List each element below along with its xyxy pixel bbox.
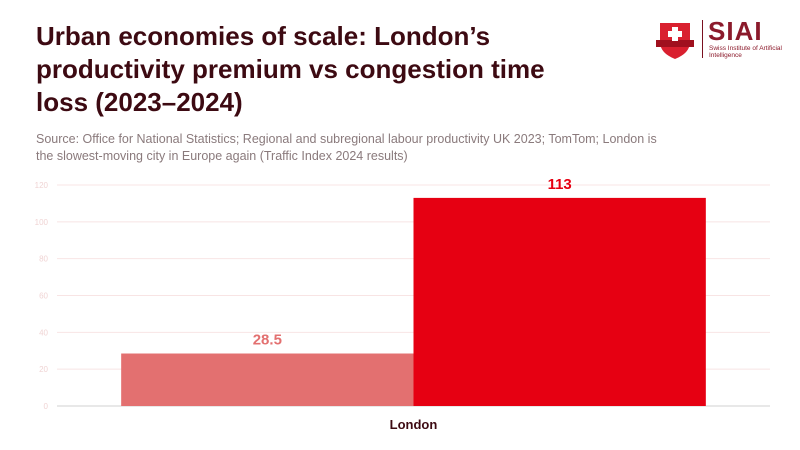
logo-brand: SIAI (708, 16, 763, 46)
y-tick-label: 40 (39, 328, 48, 337)
bars (121, 197, 706, 406)
x-tick-label: London (390, 417, 438, 432)
bar-productivity-premium (121, 353, 414, 406)
chart-title: Urban economies of scale: London’s produ… (36, 21, 545, 117)
shield-cross-icon (656, 23, 694, 59)
data-labels: 28.5 113 (253, 176, 572, 349)
logo-divider (702, 20, 703, 58)
y-tick-label: 20 (39, 365, 48, 374)
siai-logo: SIAI Swiss Institute of Artificial Intel… (648, 16, 788, 62)
y-tick-label: 100 (35, 218, 49, 227)
y-tick-label: 80 (39, 255, 48, 264)
y-tick-label: 60 (39, 292, 48, 301)
y-tick-label: 0 (44, 402, 49, 411)
logo-brand-subtitle: Swiss Institute of Artificial Intelligen… (709, 45, 782, 59)
bar-chart: 0 20 40 60 80 100 120 28.5 113 London (35, 176, 770, 432)
data-label: 113 (548, 176, 572, 193)
y-tick-label: 120 (35, 181, 49, 190)
bar-congestion-time-loss (413, 197, 706, 406)
chart-source-note: Source: Office for National Statistics; … (36, 132, 657, 163)
y-axis-ticks: 0 20 40 60 80 100 120 (35, 181, 49, 411)
x-axis-ticks: London (390, 417, 438, 432)
data-label: 28.5 (253, 332, 282, 349)
